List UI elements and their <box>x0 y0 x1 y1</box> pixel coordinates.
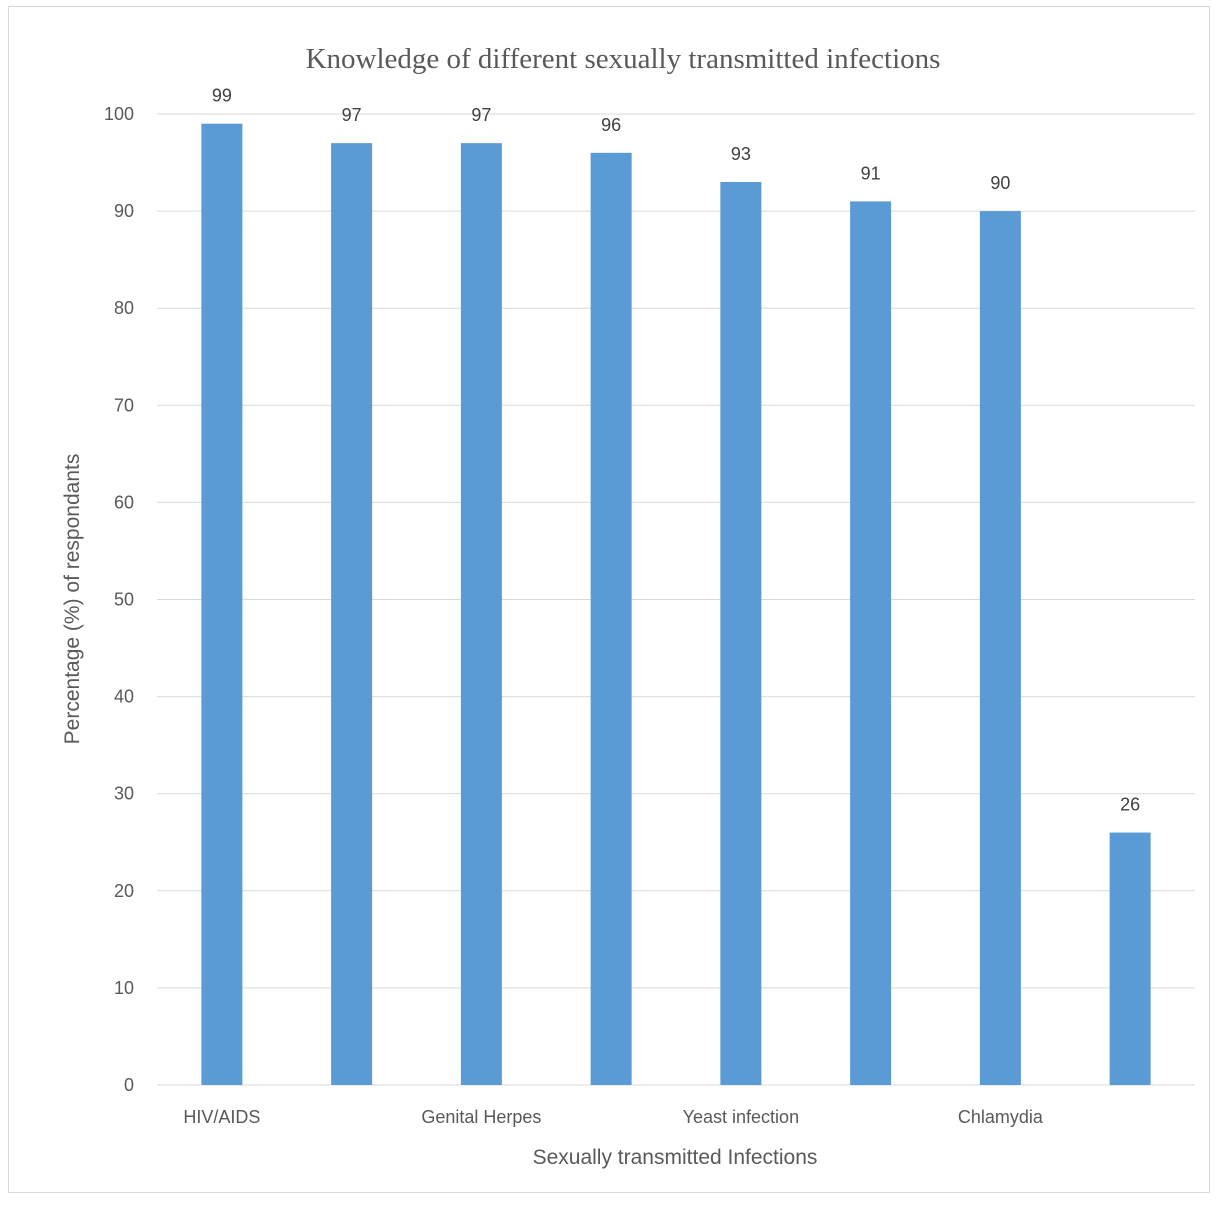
data-label: 96 <box>601 115 621 135</box>
x-tick-label: Yeast infection <box>683 1107 799 1127</box>
data-labels: 99 97 97 96 93 91 90 26 <box>212 86 1140 815</box>
bar <box>460 143 502 1085</box>
bar <box>590 152 632 1086</box>
y-tick-label: 60 <box>114 492 134 512</box>
y-tick-label: 90 <box>114 201 134 221</box>
x-tick-label: Chlamydia <box>958 1107 1044 1127</box>
data-label: 91 <box>861 163 881 183</box>
bar <box>331 143 373 1085</box>
bar <box>979 211 1021 1086</box>
y-tick-label: 0 <box>124 1075 134 1095</box>
data-label: 99 <box>212 86 232 106</box>
y-tick-label: 20 <box>114 881 134 901</box>
chart-title: Knowledge of different sexually transmit… <box>306 43 941 75</box>
data-label: 93 <box>731 144 751 164</box>
x-axis-ticks: HIV/AIDS Genital Herpes Yeast infection Chl… <box>183 1107 1044 1127</box>
data-label: 97 <box>471 105 491 125</box>
y-tick-label: 40 <box>114 687 134 707</box>
y-axis-label: Percentage (%) of respondants <box>61 454 84 745</box>
gridlines <box>157 113 1195 1086</box>
bar-chart: Knowledge of different sexually transmit… <box>61 43 1195 1169</box>
bars <box>201 123 1151 1086</box>
bar <box>1109 832 1151 1085</box>
bar <box>201 123 243 1085</box>
x-tick-label: Genital Herpes <box>421 1107 541 1127</box>
y-axis-ticks: 0 10 20 30 40 50 60 70 80 90 100 <box>104 104 134 1095</box>
y-tick-label: 100 <box>104 104 134 124</box>
x-tick-label: HIV/AIDS <box>183 1107 260 1127</box>
x-axis-label: Sexually transmitted Infections <box>533 1146 818 1169</box>
chart-container: Knowledge of different sexually transmit… <box>8 6 1210 1193</box>
y-tick-label: 50 <box>114 590 134 610</box>
bar <box>720 181 762 1086</box>
y-tick-label: 30 <box>114 784 134 804</box>
data-label: 26 <box>1120 795 1140 815</box>
y-tick-label: 10 <box>114 978 134 998</box>
y-tick-label: 70 <box>114 395 134 415</box>
data-label: 90 <box>990 173 1010 193</box>
data-label: 97 <box>342 105 362 125</box>
bar <box>850 201 892 1085</box>
y-tick-label: 80 <box>114 298 134 318</box>
